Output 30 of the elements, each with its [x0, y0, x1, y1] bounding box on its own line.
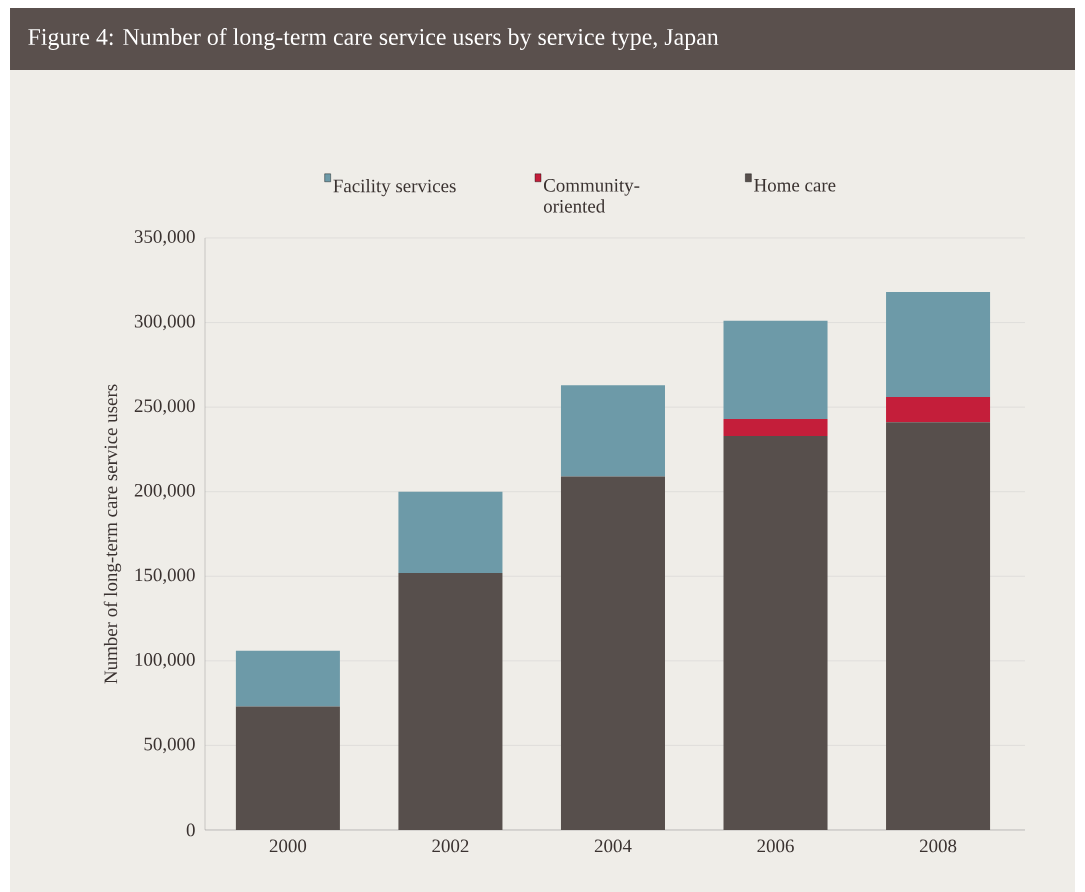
x-tick-label: 2002 — [432, 839, 469, 853]
x-tick-label: 2006 — [757, 839, 794, 853]
y-tick-label: 50,000 — [144, 737, 195, 754]
y-tick-label: 100,000 — [135, 653, 195, 669]
y-tick-label: 0 — [186, 823, 195, 837]
bar — [886, 396, 991, 423]
x-tick-label: 2004 — [594, 839, 632, 853]
y-tick-label: 250,000 — [134, 399, 195, 415]
x-tick-label: 2000 — [269, 839, 307, 853]
legend-label: Facility services — [333, 179, 456, 197]
x-tick-label: 2008 — [919, 839, 957, 853]
bar — [560, 476, 665, 830]
legend-label: Community-oriented — [543, 179, 640, 213]
y-tick-label: 150,000 — [135, 568, 195, 585]
bar — [886, 292, 991, 397]
y-tick-label: 200,000 — [134, 483, 195, 500]
y-tick-label: 350,000 — [134, 230, 195, 246]
chart-title: Figure 4: Number of long-term care service users by service type, Japan — [28, 28, 719, 50]
bar — [235, 706, 340, 830]
bar — [886, 422, 991, 830]
bar — [235, 650, 340, 707]
bar — [723, 418, 828, 436]
bar — [398, 572, 503, 830]
bar — [560, 385, 665, 477]
bar — [723, 435, 828, 830]
bar — [723, 320, 828, 419]
y-tick-label: 300,000 — [134, 314, 195, 331]
y-axis-title: Number of long-term care service users — [103, 384, 122, 684]
legend-label: Home care — [754, 179, 836, 192]
bar — [398, 491, 503, 573]
